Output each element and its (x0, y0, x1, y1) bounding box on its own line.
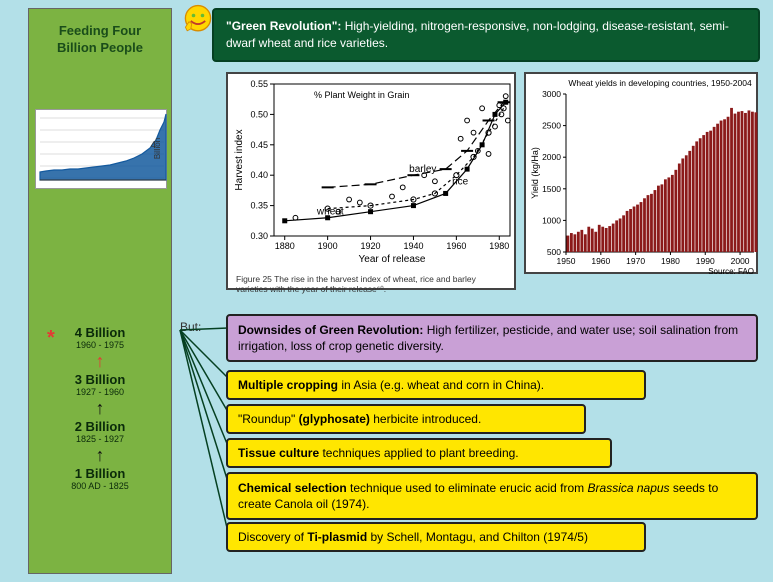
green-revolution-box: "Green Revolution": High-yielding, nitro… (212, 8, 760, 62)
y5-lead: Ti-plasmid (307, 530, 367, 544)
svg-text:2000: 2000 (542, 152, 561, 162)
svg-text:1900: 1900 (318, 241, 338, 251)
y2-lead: (glyphosate) (299, 412, 370, 426)
y2-rest: herbicite introduced. (370, 412, 481, 426)
population-mini-chart: 4 Billion (35, 109, 167, 189)
y4-lead: Chemical selection (238, 481, 347, 495)
y4-italic: Brassica napus (588, 481, 670, 495)
svg-text:0.55: 0.55 (250, 79, 268, 89)
svg-text:Harvest index: Harvest index (234, 129, 245, 190)
y3-rest: techniques applied to plant breeding. (319, 446, 518, 460)
svg-text:1500: 1500 (542, 184, 561, 194)
svg-text:0.50: 0.50 (250, 109, 268, 119)
svg-text:1940: 1940 (403, 241, 423, 251)
y1-lead: Multiple cropping (238, 378, 338, 392)
svg-text:Wheat yields in developing cou: Wheat yields in developing countries, 19… (568, 78, 752, 88)
svg-text:Source: FAO: Source: FAO (708, 267, 754, 276)
roundup-note: "Roundup" (glyphosate) herbicite introdu… (226, 404, 586, 434)
tissue-culture-note: Tissue culture techniques applied to pla… (226, 438, 612, 468)
svg-text:1960: 1960 (591, 256, 610, 266)
svg-text:Yield (kg/Ha): Yield (kg/Ha) (530, 147, 540, 199)
downsides-lead: Downsides of Green Revolution: (238, 323, 423, 337)
milestone: 1 Billion800 AD - 1825 (71, 466, 129, 491)
svg-text:% Plant Weight in Grain: % Plant Weight in Grain (314, 90, 409, 100)
y3-lead: Tissue culture (238, 446, 319, 460)
milestone: 4 Billion1960 - 1975 (75, 325, 126, 350)
harvest-index-chart-panel: 0.30 0.35 0.40 0.45 0.50 0.55 1880 1900 1920 1940… (226, 72, 516, 290)
green-revolution-label: "Green Revolution": (226, 19, 341, 33)
up-arrow-icon: ↑ (96, 352, 105, 370)
svg-text:1880: 1880 (275, 241, 295, 251)
svg-text:wheat: wheat (316, 207, 344, 218)
sidebar-title-line1: Feeding Four (59, 23, 141, 38)
chemical-selection-note: Chemical selection technique used to eli… (226, 472, 758, 520)
y4-rest-a: technique used to eliminate erucic acid … (347, 481, 588, 495)
downsides-note: Downsides of Green Revolution: High fert… (226, 314, 758, 362)
milestone: 3 Billion1927 - 1960 (75, 372, 126, 397)
multiple-cropping-note: Multiple cropping in Asia (e.g. wheat an… (226, 370, 646, 400)
svg-text:1980: 1980 (489, 241, 509, 251)
up-arrow-icon: ↑ (96, 446, 105, 464)
svg-text:0.40: 0.40 (250, 170, 268, 180)
population-milestones: 4 Billion1960 - 1975 ↑ 3 Billion1927 - 196… (29, 325, 171, 491)
svg-text:2500: 2500 (542, 121, 561, 131)
y5-pre: Discovery of (238, 530, 307, 544)
svg-text:1000: 1000 (542, 215, 561, 225)
connector-lines (170, 300, 232, 570)
ti-plasmid-note: Discovery of Ti-plasmid by Schell, Monta… (226, 522, 646, 552)
svg-text:2000: 2000 (731, 256, 750, 266)
pop-chart-unit: Billion (153, 138, 162, 159)
y5-rest: by Schell, Montagu, and Chilton (1974/5) (367, 530, 588, 544)
svg-text:3000: 3000 (542, 89, 561, 99)
harvest-index-chart-svg: 0.30 0.35 0.40 0.45 0.50 0.55 1880 1900 1920 1940… (228, 74, 518, 266)
svg-text:1920: 1920 (361, 241, 381, 251)
sidebar-panel: Feeding Four Billion People 4 Billion * … (28, 8, 172, 574)
y2-pre: "Roundup" (238, 412, 299, 426)
svg-text:Year of release: Year of release (359, 254, 426, 265)
up-arrow-icon: ↑ (96, 399, 105, 417)
sidebar-title: Feeding Four Billion People (29, 9, 171, 63)
svg-text:0.35: 0.35 (250, 201, 268, 211)
svg-text:1950: 1950 (557, 256, 576, 266)
svg-text:1970: 1970 (626, 256, 645, 266)
wheat-yield-chart-panel: Wheat yields in developing countries, 19… (524, 72, 758, 274)
milestone: 2 Billion1825 - 1927 (75, 419, 126, 444)
sidebar-title-line2: Billion People (57, 40, 143, 55)
harvest-chart-caption: Figure 25 The rise in the harvest index … (228, 271, 514, 298)
svg-text:1990: 1990 (696, 256, 715, 266)
svg-text:0.45: 0.45 (250, 140, 268, 150)
population-mini-chart-svg (36, 110, 168, 190)
svg-text:rice: rice (452, 176, 469, 187)
charts-row: 0.30 0.35 0.40 0.45 0.50 0.55 1880 1900 1920 1940… (226, 72, 760, 290)
svg-text:0.30: 0.30 (250, 231, 268, 241)
svg-text:barley: barley (409, 164, 436, 175)
svg-text:1960: 1960 (446, 241, 466, 251)
smiley-thumbs-up-icon (180, 2, 216, 38)
y1-rest: in Asia (e.g. wheat and corn in China). (338, 378, 544, 392)
wheat-yield-chart-svg: Wheat yields in developing countries, 19… (526, 74, 760, 276)
svg-text:1980: 1980 (661, 256, 680, 266)
